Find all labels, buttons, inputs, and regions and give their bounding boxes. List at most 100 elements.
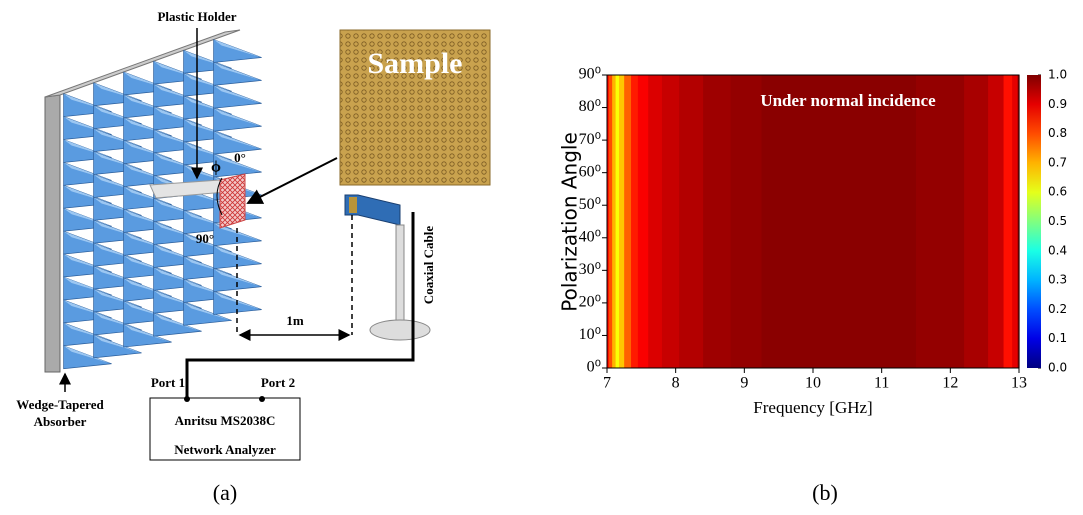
caption: (b): [812, 480, 838, 505]
heat-cell: [619, 75, 625, 368]
heat-cell: [612, 75, 617, 368]
y-tick-label: 50⁰: [579, 196, 601, 213]
wedge-shade: [93, 220, 142, 239]
wedge-shade: [123, 301, 172, 320]
wedge-shade: [123, 72, 172, 91]
x-tick-label: 12: [942, 375, 958, 392]
sample-label: Sample: [367, 47, 462, 80]
wedge-shade: [93, 151, 142, 170]
heat-cell: [648, 75, 663, 368]
distance-label: 1m: [286, 313, 304, 328]
wedge-shade: [183, 279, 232, 298]
colorbar-tick-label: 1.0: [1048, 68, 1067, 82]
wedge-shade: [93, 289, 142, 308]
y-tick-label: 0⁰: [587, 359, 601, 376]
wedge-shade: [63, 162, 112, 181]
wedge-shade: [213, 85, 262, 104]
wedge-shade: [153, 290, 202, 309]
colorbar-tick-label: 0.3: [1048, 273, 1067, 287]
heat-cell: [615, 75, 620, 368]
colorbar-tick-label: 0.2: [1048, 302, 1067, 316]
arrow: [246, 157, 338, 204]
annotation: Under normal incidence: [760, 91, 936, 110]
heat-cell: [916, 75, 965, 368]
wedge-shade: [183, 233, 232, 252]
y-tick-label: 90⁰: [579, 66, 601, 83]
port-dot: [184, 396, 190, 402]
heat-cell: [608, 75, 613, 368]
wedge-shade: [153, 313, 202, 332]
wedge-shade: [63, 277, 112, 296]
wedge-shade: [123, 94, 172, 113]
wedge-shade: [183, 302, 232, 321]
port-label: Port 1: [151, 375, 185, 390]
wedge-shade: [213, 245, 262, 264]
wedge-shade: [63, 208, 112, 227]
colorbar-tick-label: 0.9: [1048, 97, 1067, 111]
absorber-label: Absorber: [34, 414, 87, 429]
wedge-shade: [213, 131, 262, 150]
wedge-shade: [63, 93, 112, 112]
wedge-shade: [63, 254, 112, 273]
heat-cell: [1017, 75, 1020, 368]
port-label: Port 2: [261, 375, 295, 390]
wedge-shade: [93, 312, 142, 331]
heat-cell: [637, 75, 649, 368]
stand-base: [369, 319, 431, 341]
absorber-label: Wedge-Tapered: [16, 397, 104, 412]
horn-flange: [349, 197, 357, 213]
heat-cell: [661, 75, 680, 368]
analyzer-label: Network Analyzer: [174, 442, 276, 457]
wedge-shade: [93, 82, 142, 101]
wedge-shade: [123, 186, 172, 205]
heat-cell: [703, 75, 732, 368]
heat-cell: [1012, 75, 1018, 368]
wedge-shade: [63, 345, 112, 364]
cable-label: Coaxial Cable: [421, 226, 436, 305]
heatmap-chart: 7 8 9 10 11 12 13 0⁰ 10⁰ 20⁰ 30⁰ 40⁰ 50⁰ 60⁰ 70⁰ 80⁰ 90⁰…: [558, 66, 1068, 417]
wedge-shade: [63, 116, 112, 135]
analyzer-label: Anritsu MS2038C: [175, 413, 276, 428]
wedge-shade: [93, 197, 142, 216]
heat-cell: [964, 75, 989, 368]
absorber-top: [44, 29, 241, 98]
wedge-shade: [183, 96, 232, 115]
wedge-shade: [213, 39, 262, 58]
x-tick-label: 7: [603, 375, 611, 392]
heat-cell: [795, 75, 848, 368]
x-tick-label: 13: [1011, 375, 1027, 392]
heat-cell: [624, 75, 632, 368]
sample-small: [219, 173, 246, 229]
colorbar-tick-label: 0.6: [1048, 185, 1067, 199]
wedge-shade: [63, 299, 112, 318]
heat-cell: [631, 75, 639, 368]
wedge-shade: [153, 129, 202, 148]
wedge-shade: [63, 322, 112, 341]
wedge-shade: [153, 221, 202, 240]
wedge-shade: [153, 267, 202, 286]
wedge-shade: [93, 105, 142, 124]
y-tick-label: 70⁰: [579, 131, 601, 148]
x-axis-label: Frequency [GHz]: [753, 398, 872, 417]
wedge-shade: [123, 232, 172, 251]
angle-label: 0°: [234, 150, 246, 165]
sample-photo: [339, 29, 491, 186]
wedge-shade: [183, 119, 232, 138]
holder-label: Plastic Holder: [157, 9, 236, 24]
heat-cell: [988, 75, 1005, 368]
colorbar-tick-label: 0.5: [1048, 214, 1067, 228]
x-tick-label: 11: [874, 375, 889, 392]
wedge-shade: [183, 256, 232, 275]
setup-diagram: Plastic Holder Sample ϕ 0° 90° 1m Coaxia…: [16, 9, 491, 461]
caption: (a): [213, 480, 237, 505]
x-tick-label: 10: [805, 375, 821, 392]
stand-pole: [395, 224, 405, 324]
heat-cell: [847, 75, 917, 368]
colorbar-tick-label: 0.0: [1048, 361, 1067, 375]
wedge-shade: [123, 140, 172, 159]
port-dot: [259, 396, 265, 402]
wedge-shade: [63, 185, 112, 204]
angle-arc: [216, 177, 223, 216]
wedge-shade: [93, 243, 142, 262]
